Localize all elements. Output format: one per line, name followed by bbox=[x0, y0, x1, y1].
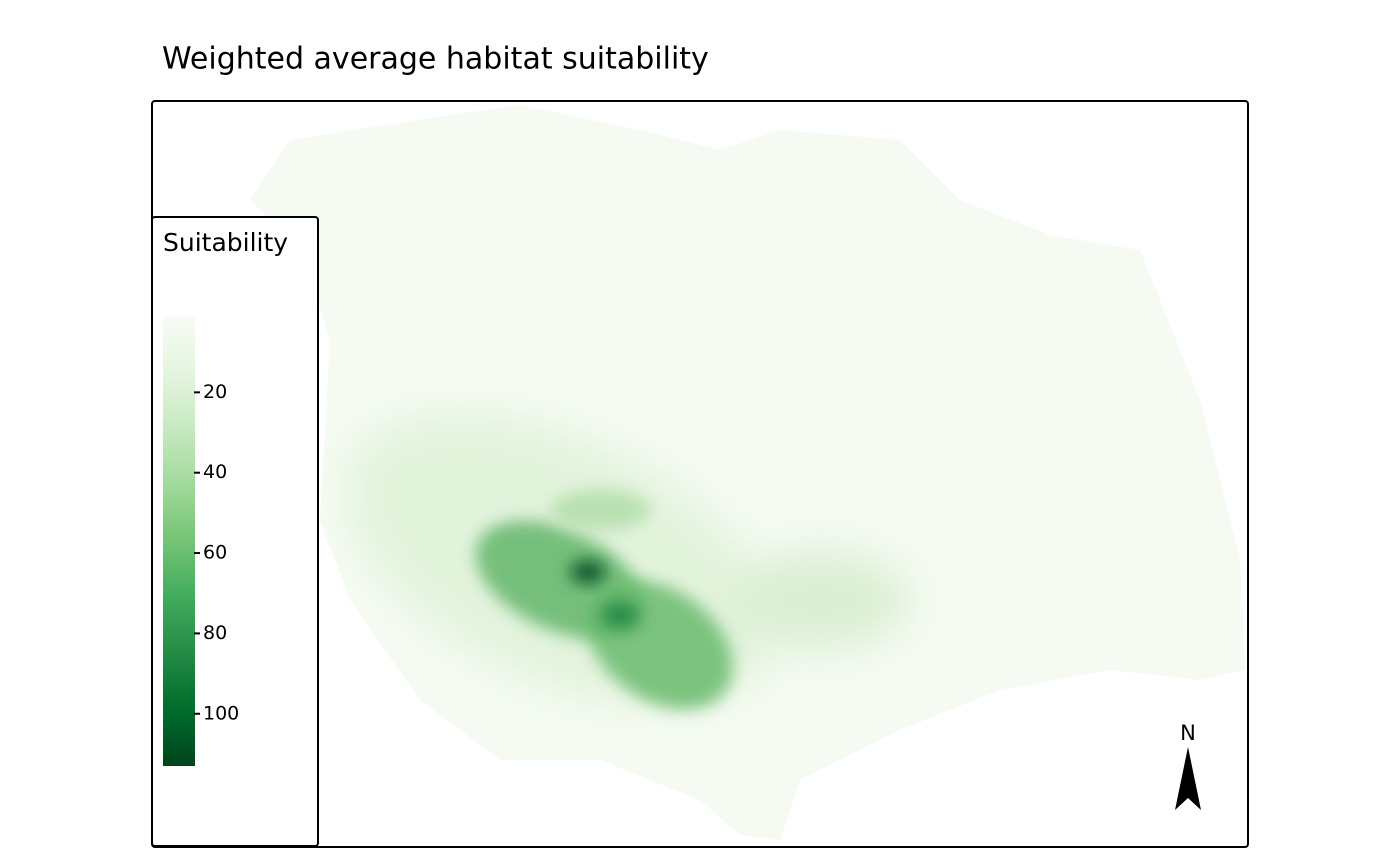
color-bar bbox=[163, 316, 195, 766]
legend-tick-label: 80 bbox=[203, 622, 227, 644]
suitability-zone bbox=[550, 490, 650, 530]
suitability-zone bbox=[600, 601, 640, 629]
north-arrow bbox=[1175, 747, 1201, 810]
map-title: Weighted average habitat suitability bbox=[162, 42, 709, 77]
legend-tick-label: 40 bbox=[203, 461, 227, 483]
suitability-zone bbox=[570, 560, 606, 584]
legend-title: Suitability bbox=[163, 228, 288, 257]
suitability-zone bbox=[730, 550, 910, 650]
raster bbox=[250, 105, 1245, 840]
legend-tick-label: 100 bbox=[203, 702, 239, 724]
north-label: N bbox=[1180, 721, 1196, 745]
legend-tick-label: 20 bbox=[203, 381, 227, 403]
legend-tick-label: 60 bbox=[203, 542, 227, 564]
